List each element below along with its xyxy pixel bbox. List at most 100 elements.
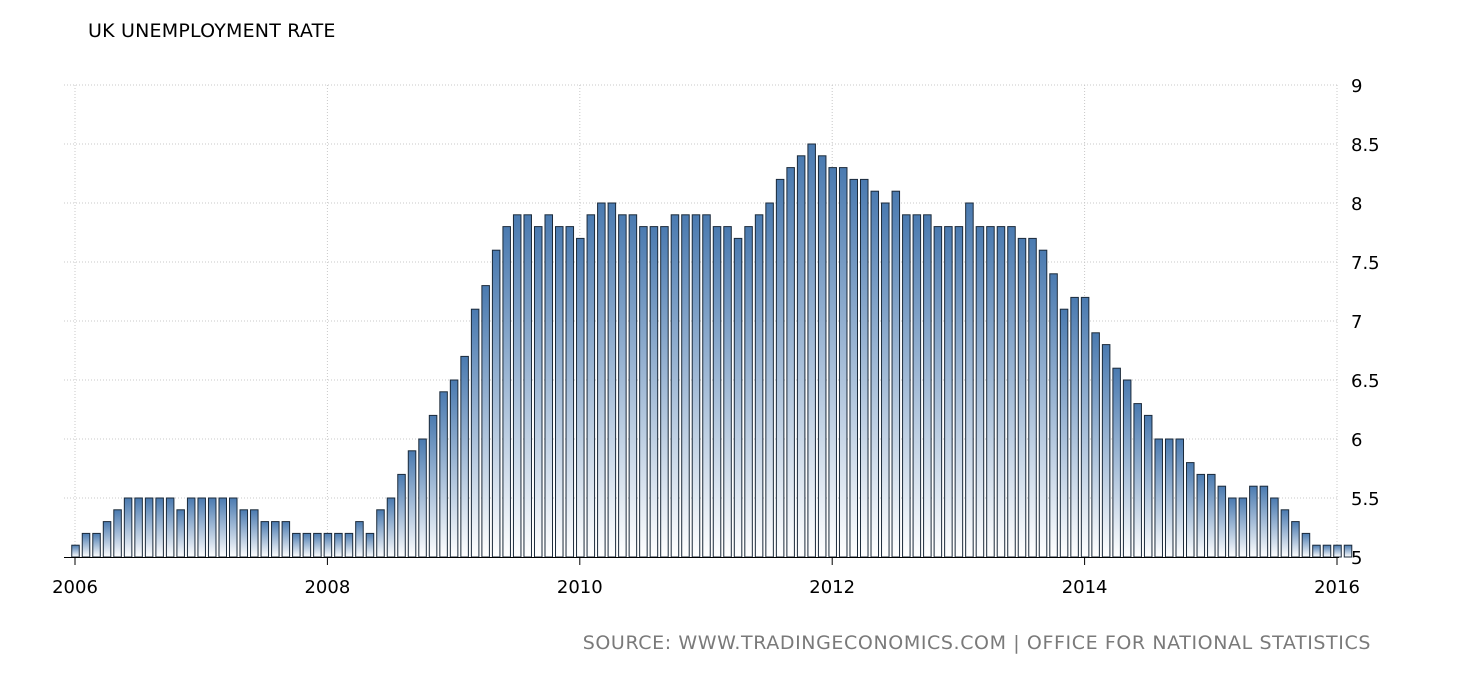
bar xyxy=(302,532,312,558)
bar xyxy=(996,226,1006,558)
bar xyxy=(1249,485,1258,558)
x-tick-label: 2008 xyxy=(304,577,350,598)
bar xyxy=(796,155,806,558)
bar xyxy=(1280,509,1290,558)
bar xyxy=(123,497,133,558)
bar xyxy=(292,532,301,558)
bar xyxy=(1312,544,1321,558)
y-tick-label: 8 xyxy=(1351,194,1362,215)
bar xyxy=(418,438,427,558)
bar xyxy=(681,214,690,558)
y-tick-label: 6 xyxy=(1351,430,1362,451)
bar xyxy=(281,521,291,558)
bar xyxy=(817,155,827,558)
bar xyxy=(218,497,227,558)
bar xyxy=(102,521,112,558)
bar xyxy=(912,214,922,558)
bar xyxy=(470,308,480,558)
bar xyxy=(712,226,722,558)
bar xyxy=(355,521,364,558)
bar xyxy=(512,214,522,558)
bar xyxy=(691,214,701,558)
bar xyxy=(555,226,564,558)
source-note: SOURCE: WWW.TRADINGECONOMICS.COM | OFFIC… xyxy=(582,632,1371,654)
bar xyxy=(1028,237,1037,558)
bar xyxy=(376,509,385,558)
bar xyxy=(523,214,532,558)
bar xyxy=(176,509,185,558)
bar xyxy=(481,285,490,558)
x-tick-label: 2010 xyxy=(557,577,603,598)
bar xyxy=(754,214,764,558)
bar xyxy=(1238,497,1248,558)
y-tick-label: 9 xyxy=(1351,76,1362,97)
bar xyxy=(1270,497,1279,558)
bar xyxy=(271,521,280,558)
bar xyxy=(228,497,238,558)
bar xyxy=(533,226,543,558)
bar xyxy=(439,391,448,558)
bar xyxy=(965,202,974,558)
x-tick-label: 2012 xyxy=(809,577,855,598)
bar xyxy=(165,497,175,558)
bar xyxy=(1133,403,1142,558)
bar xyxy=(807,143,816,558)
bar xyxy=(197,497,206,558)
bar xyxy=(618,214,627,558)
bar xyxy=(1059,308,1069,558)
bar xyxy=(1143,414,1153,558)
bar xyxy=(144,497,154,558)
bar xyxy=(1196,473,1206,558)
bar xyxy=(323,532,333,558)
bar xyxy=(881,202,890,558)
y-tick-label: 8.5 xyxy=(1351,135,1380,156)
bar xyxy=(186,497,196,558)
bar xyxy=(260,521,270,558)
bar xyxy=(902,214,911,558)
bar xyxy=(1322,544,1332,558)
bar xyxy=(134,497,143,558)
bar xyxy=(250,509,259,558)
bar xyxy=(344,532,354,558)
bar xyxy=(702,214,711,558)
bar xyxy=(239,509,249,558)
bar xyxy=(1080,296,1090,558)
bar xyxy=(407,450,417,558)
bar xyxy=(639,226,648,558)
bar xyxy=(1291,521,1300,558)
x-tick-label: 2014 xyxy=(1062,577,1108,598)
bar xyxy=(838,167,848,558)
bar xyxy=(607,202,617,558)
y-tick-label: 6.5 xyxy=(1351,371,1380,392)
bar xyxy=(397,473,406,558)
bar xyxy=(81,532,91,558)
bar xyxy=(1164,438,1174,558)
bar xyxy=(1122,379,1132,558)
chart-title: UK UNEMPLOYMENT RATE xyxy=(88,20,336,42)
bar xyxy=(765,202,774,558)
bar xyxy=(986,226,995,558)
bar xyxy=(828,167,837,558)
bar xyxy=(491,249,501,558)
bar xyxy=(71,544,80,558)
bar xyxy=(502,226,511,558)
bar xyxy=(859,178,869,558)
x-tick-labels: 2006 2008 2010 2012 2014 2016 xyxy=(52,577,1360,598)
bar xyxy=(1343,544,1353,558)
bar xyxy=(1207,473,1216,558)
bar xyxy=(786,167,795,558)
bar xyxy=(576,237,585,558)
bar xyxy=(660,226,669,558)
bar xyxy=(1186,462,1195,558)
y-tick-label: 5.5 xyxy=(1351,489,1380,510)
bar xyxy=(428,414,438,558)
x-tick-label: 2006 xyxy=(52,577,98,598)
bar xyxy=(1301,532,1311,558)
bar xyxy=(460,355,469,558)
bar xyxy=(544,214,554,558)
bar xyxy=(733,237,743,558)
axes xyxy=(64,557,1339,565)
bar xyxy=(923,214,932,558)
bar xyxy=(449,379,459,558)
